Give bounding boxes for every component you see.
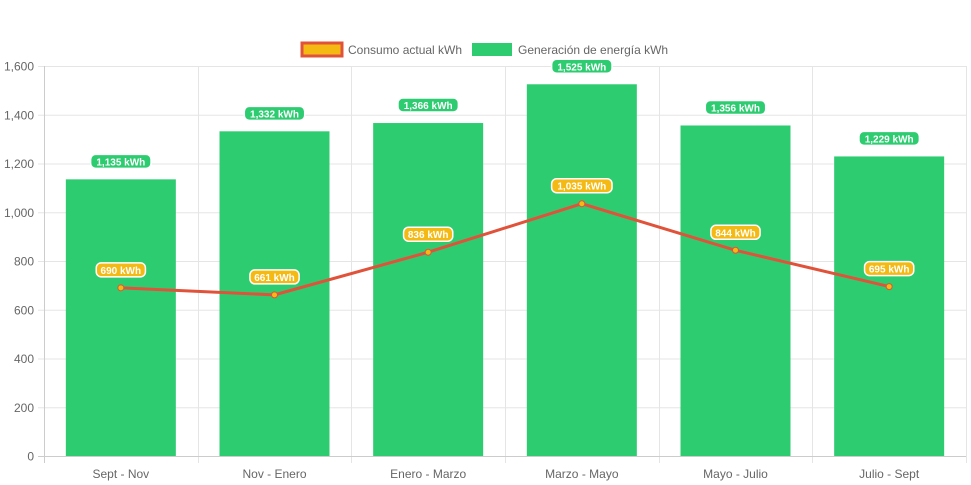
legend-item-consumo[interactable]: Consumo actual kWh xyxy=(300,41,462,58)
bar-value-label: 1,525 kWh xyxy=(550,58,613,75)
legend-label-consumo: Consumo actual kWh xyxy=(348,43,462,57)
line-value-label-text: 661 kWh xyxy=(254,273,295,284)
line-value-label-bg xyxy=(863,260,915,277)
legend-item-generacion[interactable]: Generación de energía kWh xyxy=(472,43,668,57)
bar xyxy=(526,84,637,456)
axes: 0 200 400 600 800 1,000 1,200 1,400 1,600 Sept - … xyxy=(4,60,966,481)
data-labels: 1,135 kWh 1,332 kWh 1,366 kWh 1,525 kWh 1,35… xyxy=(89,58,921,285)
x-tick-label: Julio - Sept xyxy=(859,467,920,481)
y-tick-label: 1,600 xyxy=(4,60,34,74)
line-point xyxy=(424,248,432,256)
line-value-label-text: 1,035 kWh xyxy=(557,182,606,193)
line-value-label-bg xyxy=(710,224,761,241)
bar-value-label-text: 1,135 kWh xyxy=(96,157,145,168)
y-tick-label: 200 xyxy=(14,401,34,415)
x-tick-label: Mayo - Julio xyxy=(703,467,768,481)
bar-value-label-bg xyxy=(550,58,613,75)
bar-value-label-text: 1,525 kWh xyxy=(557,62,606,73)
line-value-label-text: 836 kWh xyxy=(408,230,449,241)
bar-value-label: 1,332 kWh xyxy=(243,105,306,122)
x-tick-label: Marzo - Mayo xyxy=(545,467,619,481)
y-tick-label: 0 xyxy=(27,450,34,464)
line-point xyxy=(885,283,893,291)
line-value-label-bg xyxy=(550,177,613,194)
bar xyxy=(680,125,791,456)
x-tick-label: Sept - Nov xyxy=(92,467,149,481)
bar-value-label: 1,366 kWh xyxy=(397,97,460,113)
bar xyxy=(65,179,176,456)
line-value-label: 1,035 kWh xyxy=(550,177,613,194)
line-value-label-text: 690 kWh xyxy=(101,266,142,277)
y-tick-label: 400 xyxy=(14,352,34,366)
bar-value-label-text: 1,366 kWh xyxy=(404,101,453,112)
bar-value-label-bg xyxy=(243,105,306,122)
bar-value-label-text: 1,332 kWh xyxy=(250,109,299,120)
bar-value-label-bg xyxy=(858,130,921,147)
line-value-label-text: 695 kWh xyxy=(869,265,910,276)
bar-value-label-bg xyxy=(704,99,767,116)
line-value-label-bg xyxy=(402,226,454,242)
bar xyxy=(834,156,945,456)
bars xyxy=(65,84,945,456)
line-value-label: 690 kWh xyxy=(95,262,147,278)
grid xyxy=(38,66,967,463)
y-tick-label: 800 xyxy=(14,255,34,269)
y-tick-label: 1,000 xyxy=(4,206,34,220)
line-layer xyxy=(117,200,893,299)
line-point xyxy=(271,291,278,299)
legend-swatch-generacion xyxy=(472,43,512,56)
bar-value-label: 1,356 kWh xyxy=(704,99,767,116)
consumo-line xyxy=(120,202,890,297)
line-value-label: 836 kWh xyxy=(402,226,454,242)
y-tick-label: 1,200 xyxy=(4,157,34,171)
line-value-label-text: 844 kWh xyxy=(715,228,756,239)
bar-value-label: 1,229 kWh xyxy=(858,130,921,147)
line-value-label: 695 kWh xyxy=(863,260,915,277)
line-point xyxy=(117,284,125,292)
line-value-label-bg xyxy=(95,262,147,278)
bar-value-label-bg xyxy=(397,97,460,113)
legend-swatch-consumo xyxy=(300,41,344,58)
bar-value-label-text: 1,229 kWh xyxy=(865,134,914,145)
line-value-label: 661 kWh xyxy=(249,269,300,285)
bar-value-label-bg xyxy=(89,153,152,170)
line-point xyxy=(732,246,739,254)
legend: Consumo actual kWh Generación de energía… xyxy=(300,41,668,58)
bar xyxy=(373,123,484,456)
y-tick-label: 600 xyxy=(14,303,34,317)
line-point xyxy=(578,200,586,208)
bar-value-label: 1,135 kWh xyxy=(89,153,152,170)
bar-value-label-text: 1,356 kWh xyxy=(711,103,760,114)
line-value-label: 844 kWh xyxy=(710,224,761,241)
x-tick-label: Enero - Marzo xyxy=(390,467,466,481)
line-value-label-bg xyxy=(249,269,300,285)
y-tick-label: 1,400 xyxy=(4,108,34,122)
x-tick-label: Nov - Enero xyxy=(242,467,306,481)
legend-label-generacion: Generación de energía kWh xyxy=(518,43,668,57)
